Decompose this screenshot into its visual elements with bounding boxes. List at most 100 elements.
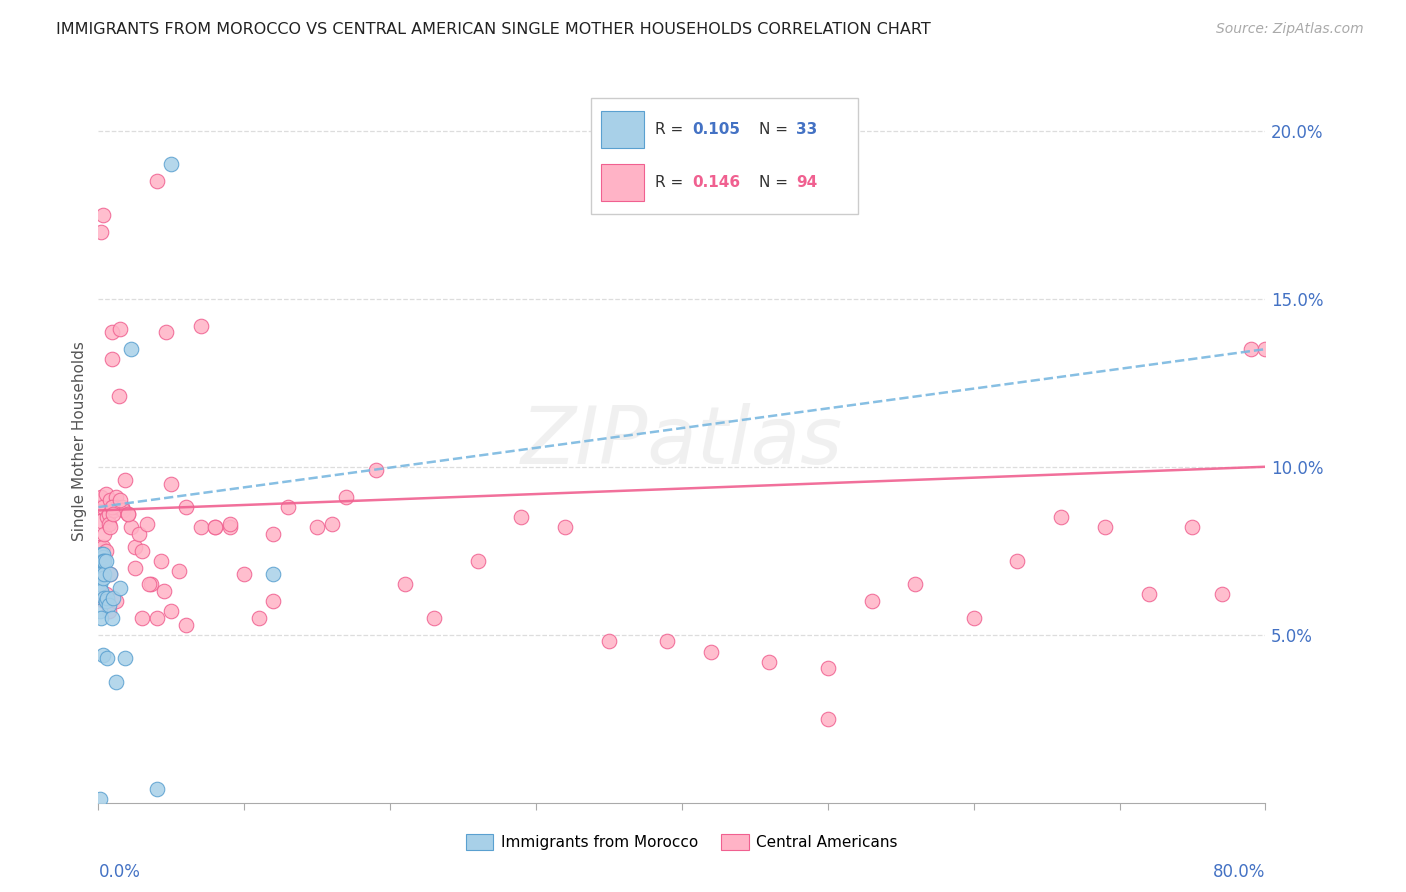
Point — [155, 326, 177, 340]
Point — [112, 503, 135, 517]
Point — [364, 463, 387, 477]
Text: 94: 94 — [796, 175, 817, 190]
Point — [91, 648, 114, 662]
Point — [423, 611, 446, 625]
Point — [103, 503, 125, 517]
Point — [93, 567, 115, 582]
Text: N =: N = — [759, 122, 793, 137]
Point — [247, 611, 270, 625]
Point — [93, 554, 115, 568]
Point — [101, 500, 124, 514]
Point — [1094, 520, 1116, 534]
Point — [510, 510, 533, 524]
Point — [91, 500, 114, 514]
Point — [97, 598, 120, 612]
Point — [114, 651, 136, 665]
Point — [91, 571, 114, 585]
Point — [90, 554, 112, 568]
Point — [204, 520, 226, 534]
Point — [98, 567, 121, 582]
Point — [1254, 342, 1277, 356]
Point — [700, 644, 723, 658]
Point — [90, 225, 112, 239]
Point — [91, 554, 114, 568]
Point — [160, 157, 183, 171]
Point — [1137, 587, 1160, 601]
Point — [98, 493, 121, 508]
Point — [100, 352, 122, 367]
FancyBboxPatch shape — [591, 98, 858, 214]
Point — [94, 543, 117, 558]
Point — [89, 541, 111, 555]
Text: IMMIGRANTS FROM MOROCCO VS CENTRAL AMERICAN SINGLE MOTHER HOUSEHOLDS CORRELATION: IMMIGRANTS FROM MOROCCO VS CENTRAL AMERI… — [56, 22, 931, 37]
Point — [93, 527, 115, 541]
Point — [100, 500, 122, 514]
Point — [98, 520, 121, 534]
Point — [120, 342, 142, 356]
Point — [96, 591, 118, 605]
Y-axis label: Single Mother Households: Single Mother Households — [72, 342, 87, 541]
Point — [110, 581, 132, 595]
Point — [190, 318, 212, 333]
Point — [657, 634, 679, 648]
Point — [89, 554, 111, 568]
Point — [277, 500, 299, 514]
Point — [124, 541, 146, 555]
Point — [146, 611, 169, 625]
Point — [111, 500, 134, 514]
Point — [93, 594, 115, 608]
Point — [262, 567, 284, 582]
Point — [817, 661, 839, 675]
Point — [962, 611, 984, 625]
Point — [124, 560, 146, 574]
Point — [97, 516, 120, 531]
Point — [262, 594, 284, 608]
Point — [138, 577, 160, 591]
Point — [1211, 587, 1233, 601]
Point — [131, 611, 153, 625]
Point — [160, 604, 183, 618]
Point — [96, 510, 118, 524]
Point — [90, 514, 112, 528]
Point — [110, 322, 132, 336]
Point — [90, 611, 112, 625]
Text: 0.0%: 0.0% — [98, 863, 141, 881]
Point — [117, 507, 139, 521]
Point — [598, 634, 620, 648]
Point — [90, 567, 112, 582]
Point — [94, 486, 117, 500]
Legend: Immigrants from Morocco, Central Americans: Immigrants from Morocco, Central America… — [460, 829, 904, 856]
Point — [174, 500, 197, 514]
Point — [90, 490, 112, 504]
Point — [204, 520, 226, 534]
Point — [89, 567, 111, 582]
Point — [90, 547, 112, 561]
Text: 0.105: 0.105 — [692, 122, 740, 137]
Point — [120, 520, 142, 534]
Point — [335, 490, 357, 504]
Point — [904, 577, 927, 591]
Point — [94, 554, 117, 568]
Text: Source: ZipAtlas.com: Source: ZipAtlas.com — [1216, 22, 1364, 37]
Point — [174, 617, 197, 632]
Point — [218, 520, 240, 534]
Point — [100, 611, 122, 625]
Point — [128, 527, 150, 541]
Point — [96, 594, 118, 608]
Point — [97, 507, 120, 521]
Text: ZIPatlas: ZIPatlas — [520, 402, 844, 481]
Point — [91, 547, 114, 561]
Point — [467, 554, 489, 568]
Point — [96, 651, 118, 665]
Point — [394, 577, 416, 591]
Point — [108, 389, 131, 403]
Point — [1181, 520, 1204, 534]
Point — [1240, 342, 1263, 356]
Point — [104, 674, 127, 689]
Point — [321, 516, 343, 531]
Point — [1007, 554, 1029, 568]
Point — [104, 490, 127, 504]
Text: 80.0%: 80.0% — [1213, 863, 1265, 881]
Point — [94, 587, 117, 601]
Point — [233, 567, 256, 582]
